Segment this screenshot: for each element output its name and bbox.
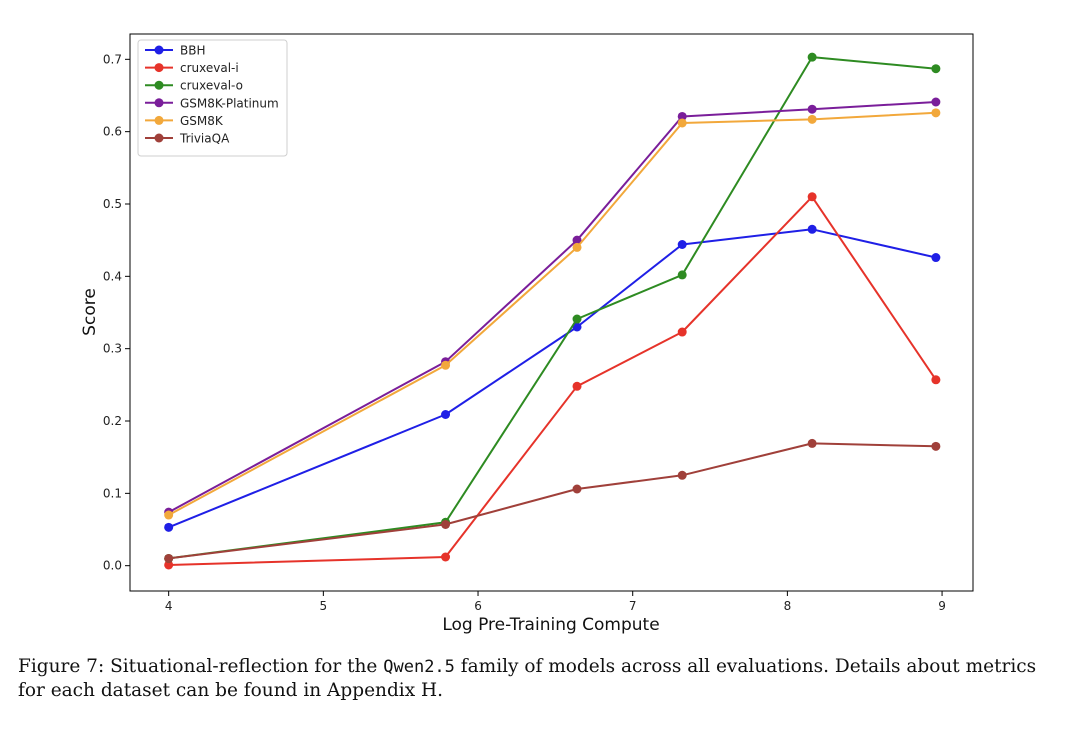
x-tick-label: 7: [629, 599, 637, 613]
data-point-gsm8k: [441, 360, 451, 370]
series-cruxeval-i: [164, 192, 941, 570]
series-line-cruxeval-i: [168, 195, 937, 566]
legend-box: [137, 39, 288, 157]
legend-label: TriviaQA: [179, 132, 230, 146]
x-tick-label: 9: [938, 599, 946, 613]
data-point-triviaqa: [931, 441, 941, 451]
data-point-gsm8k: [677, 118, 687, 128]
data-point-triviaqa: [677, 470, 687, 480]
series-bbh: [164, 224, 941, 532]
caption-model-name: Qwen2.5: [383, 657, 455, 677]
legend: BBH cruxeval-i cruxeval-o GSM8K-Platinum GSM…: [137, 39, 288, 157]
legend-marker-swatch: [154, 63, 164, 73]
legend-label: cruxeval-o: [180, 79, 243, 93]
legend-label: GSM8K-Platinum: [180, 96, 279, 110]
series-line-cruxeval-o: [168, 56, 936, 560]
series-triviaqa: [164, 438, 941, 563]
data-point-triviaqa: [441, 519, 451, 529]
y-tick-label: 0.7: [103, 52, 122, 66]
data-point-cruxeval-i: [931, 375, 941, 385]
y-tick-label: 0.3: [103, 342, 122, 356]
x-axis-label: Log Pre-Training Compute: [442, 615, 659, 635]
line-chart: 4 5 6 7 8 9 0.0 0.1 0.2 0.3 0.4 0.5 0.6 0.7 Log Pre-…: [80, 33, 974, 635]
data-point-bbh: [931, 253, 941, 263]
legend-label: cruxeval-i: [180, 61, 239, 75]
series-gsm8k: [164, 108, 941, 520]
y-tick-label: 0.2: [103, 414, 122, 428]
y-tick-label: 0.5: [103, 197, 122, 211]
legend-entry-cruxeval-i: cruxeval-i: [145, 61, 239, 75]
data-point-bbh: [572, 322, 582, 332]
legend-marker-swatch: [154, 133, 164, 143]
legend-entry-gsm8k-platinum: GSM8K-Platinum: [145, 96, 279, 110]
legend-entry-triviaqa: TriviaQA: [145, 132, 230, 146]
data-point-gsm8k-platinum: [677, 111, 687, 121]
legend-entry-bbh: BBH: [145, 44, 206, 58]
y-axis-label: Score: [80, 288, 100, 336]
y-tick-label: 0.6: [103, 125, 122, 139]
x-tick-label: 5: [320, 599, 328, 613]
data-point-gsm8k: [572, 242, 582, 252]
data-point-cruxeval-i: [441, 552, 451, 562]
data-point-gsm8k: [931, 108, 941, 118]
series-line-triviaqa: [168, 442, 936, 560]
series-line-bbh: [168, 228, 937, 529]
legend-marker-swatch: [154, 45, 164, 55]
legend-entry-gsm8k: GSM8K: [145, 114, 224, 128]
data-point-cruxeval-i: [807, 192, 817, 202]
data-point-bbh: [441, 409, 451, 419]
data-point-cruxeval-i: [572, 381, 582, 391]
x-tick-label: 4: [165, 599, 173, 613]
data-point-gsm8k-platinum: [572, 235, 582, 245]
x-tick-label: 6: [474, 599, 482, 613]
caption-prefix: Figure 7: Situational-reflection for the: [18, 656, 384, 677]
plot-frame: [129, 33, 974, 592]
data-point-bbh: [807, 224, 817, 234]
legend-marker-swatch: [154, 115, 164, 125]
legend-marker-swatch: [154, 98, 164, 108]
data-point-triviaqa: [807, 438, 817, 448]
data-point-bbh: [164, 522, 174, 532]
legend-entry-cruxeval-o: cruxeval-o: [145, 79, 243, 93]
y-tick-label: 0.0: [103, 559, 122, 573]
data-point-cruxeval-o: [807, 52, 817, 62]
y-tick-label: 0.1: [103, 486, 122, 500]
series-line-gsm8k: [168, 111, 936, 516]
data-point-cruxeval-o: [677, 270, 687, 280]
data-point-triviaqa: [164, 553, 174, 563]
legend-label: BBH: [180, 44, 206, 58]
data-point-gsm8k-platinum: [931, 97, 941, 107]
series-line-gsm8k-platinum: [168, 101, 936, 514]
data-point-cruxeval-o: [931, 64, 941, 74]
figure-caption: Figure 7: Situational-reflection for the…: [18, 655, 1068, 703]
data-point-triviaqa: [572, 484, 582, 494]
caption-suffix: family of models across all evaluations.…: [18, 656, 1037, 701]
data-point-cruxeval-i: [677, 327, 687, 337]
data-point-gsm8k: [807, 114, 817, 124]
data-point-gsm8k-platinum: [807, 104, 817, 114]
data-point-cruxeval-i: [164, 560, 174, 570]
data-point-bbh: [677, 240, 687, 250]
legend-marker-swatch: [154, 80, 164, 90]
data-point-cruxeval-o: [572, 314, 582, 324]
data-point-gsm8k: [164, 510, 174, 520]
legend-label: GSM8K: [180, 114, 224, 128]
x-tick-label: 8: [784, 599, 792, 613]
y-tick-label: 0.4: [103, 269, 122, 283]
